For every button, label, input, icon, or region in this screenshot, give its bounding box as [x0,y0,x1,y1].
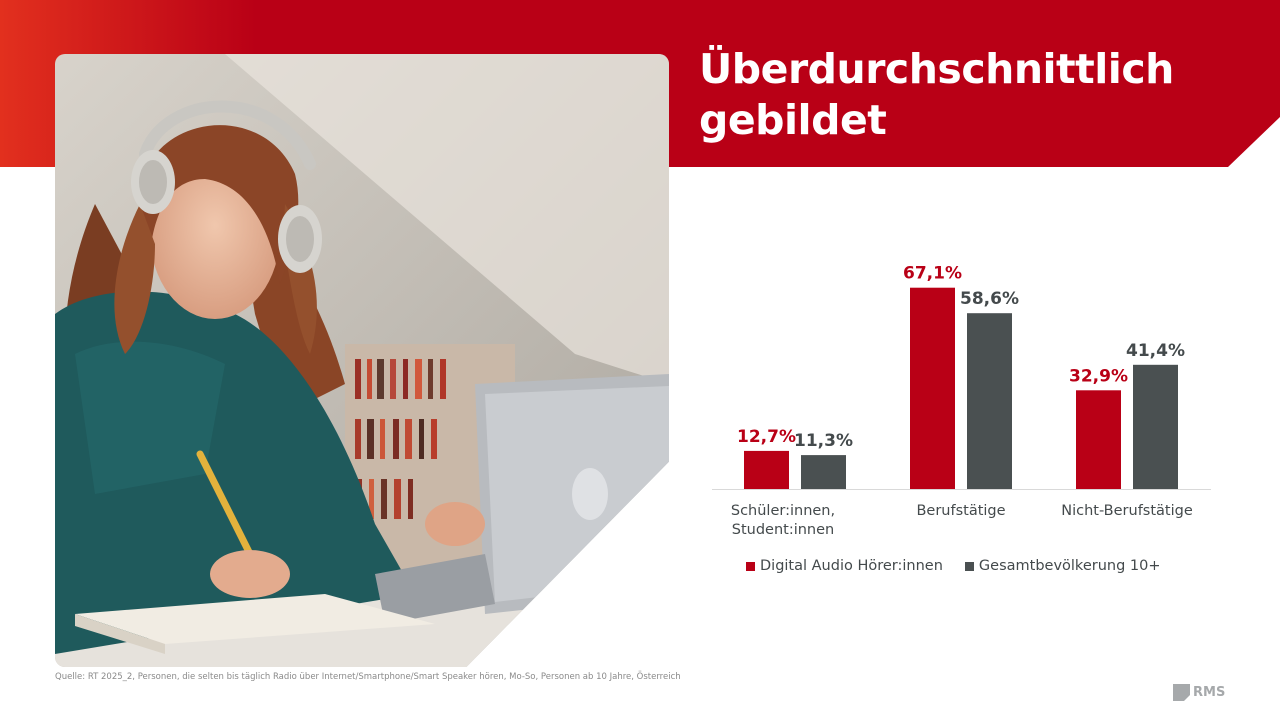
data-label-digital-audio-2: 32,9% [1069,366,1128,386]
rms-logo-text: RMS [1193,685,1226,700]
bar-chart: 12,7%11,3% Schüler:innen, Student:innen 67,… [712,264,1211,538]
data-label-digital-audio-1: 67,1% [903,264,962,284]
category-label-0-1: Student:innen [732,522,834,538]
page-title: Überdurchschnittlich gebildet [699,44,1239,146]
legend-swatch-grey [964,561,974,571]
bar-digital-audio-0 [744,450,789,489]
category-label-0-0: Schüler:innen, [731,503,835,519]
rms-logo-mark-icon [1173,684,1190,701]
data-label-gesamt-0: 11,3% [794,431,853,451]
category-label-1-0: Berufstätige [916,503,1005,519]
bar-gesamt-1 [967,313,1012,489]
chart-legend: Digital Audio Hörer:innen Gesamtbevölker… [746,558,1161,574]
source-note: Quelle: RT 2025_2, Personen, die selten … [55,672,681,682]
data-label-gesamt-1: 58,6% [960,289,1019,309]
legend-item-digital-audio: Digital Audio Hörer:innen [746,558,943,574]
legend-label-digital-audio: Digital Audio Hörer:innen [760,558,943,574]
bar-gesamt-0 [801,455,846,489]
data-label-digital-audio-0: 12,7% [737,427,796,447]
student-with-headphones-photo [55,54,669,667]
bar-digital-audio-2 [1076,390,1121,489]
title-line-1: Überdurchschnittlich [699,45,1174,93]
legend-label-gesamt: Gesamtbevölkerung 10+ [978,558,1161,574]
legend-item-gesamt: Gesamtbevölkerung 10+ [964,558,1161,574]
bar-gesamt-2 [1133,364,1178,489]
category-label-2-0: Nicht-Berufstätige [1061,503,1193,519]
rms-logo: RMS [1173,684,1225,701]
data-label-gesamt-2: 41,4% [1126,341,1185,361]
title-line-2: gebildet [699,96,887,144]
bar-digital-audio-1 [910,287,955,489]
legend-swatch-red [746,561,755,571]
